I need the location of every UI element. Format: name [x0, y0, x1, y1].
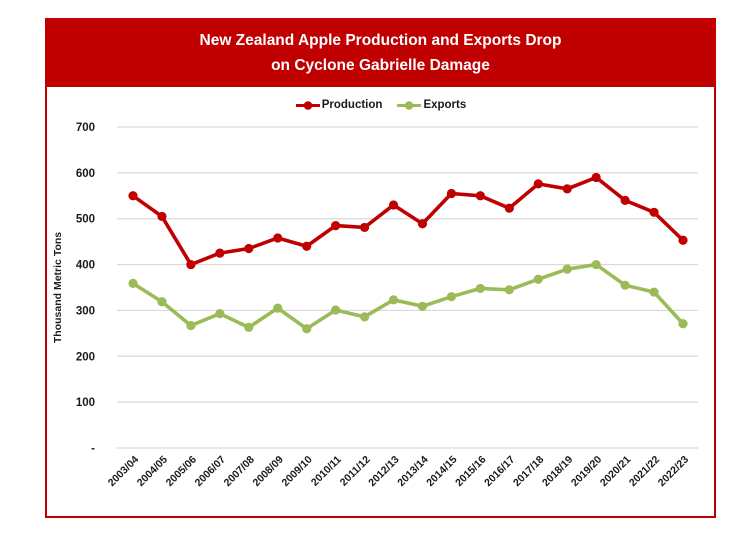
y-axis-tick-label: - [91, 443, 95, 455]
exports-data-point [186, 320, 196, 331]
chart-title-line2: on Cyclone Gabrielle Damage [271, 56, 490, 74]
exports-data-point [244, 322, 254, 332]
exports-data-point [504, 285, 514, 295]
x-axis-tick-label: 2010/11 [309, 454, 344, 489]
production-data-point [128, 191, 138, 201]
y-axis-tick-label: 500 [76, 214, 95, 226]
x-axis-tick-label: 2016/17 [482, 454, 517, 489]
x-axis-tick-label: 2006/07 [193, 454, 228, 489]
x-axis-tick-label: 2003/04 [106, 454, 141, 489]
legend-item-production: Production [295, 99, 383, 111]
x-axis-tick-label: 2007/08 [222, 454, 257, 489]
y-axis-tick-label: 600 [76, 168, 95, 180]
exports-data-point [331, 305, 341, 315]
production-legend-marker-icon [295, 100, 320, 110]
y-axis-title: Thousand Metric Tons [52, 232, 64, 343]
x-axis-tick-label: 2020/21 [598, 454, 633, 489]
y-axis-tick-label: 100 [76, 397, 95, 409]
x-axis-tick-label: 2022/23 [656, 454, 691, 489]
x-axis-tick-label: 2011/12 [338, 454, 373, 489]
exports-data-point [388, 295, 399, 305]
x-axis-tick-label: 2012/13 [366, 454, 401, 489]
x-axis-tick-label: 2019/20 [569, 454, 604, 489]
production-data-point [475, 191, 485, 201]
exports-data-point [215, 309, 225, 319]
exports-data-point [562, 264, 572, 274]
exports-data-point [533, 274, 543, 284]
exports-data-point [302, 324, 312, 334]
production-data-point [215, 248, 225, 258]
x-axis-tick-label: 2008/09 [251, 454, 286, 489]
exports-data-point [359, 312, 370, 322]
legend: Production Exports [47, 91, 714, 119]
y-axis-tick-label: 200 [76, 351, 95, 363]
line-chart: - 100 200 300 400 500 600 700 Thousand Metric To… [52, 122, 698, 489]
production-data-point [504, 203, 514, 213]
production-data-point [273, 233, 283, 243]
legend-item-label: Exports [423, 99, 467, 111]
production-data-point [417, 219, 428, 229]
production-data-point [302, 241, 312, 251]
production-data-point [533, 179, 543, 189]
production-line [131, 175, 685, 267]
exports-data-point [157, 297, 167, 307]
production-data-point [244, 243, 254, 254]
production-data-point [157, 211, 167, 222]
legend-item-exports: Exports [396, 99, 466, 111]
y-axis-tick-label: 700 [76, 122, 95, 134]
production-data-point [591, 172, 601, 183]
exports-data-point [446, 292, 457, 302]
x-axis-tick-label: 2009/10 [279, 454, 314, 489]
exports-data-point [273, 303, 283, 313]
x-axis-tick-label: 2005/06 [164, 454, 199, 489]
chart-title-line1: New Zealand Apple Production and Exports… [199, 32, 562, 50]
exports-legend-marker-icon [397, 100, 422, 110]
y-axis-tick-label: 400 [76, 260, 95, 272]
x-axis-tick-label: 2018/19 [540, 454, 575, 489]
exports-data-point [591, 259, 601, 270]
exports-data-point [128, 278, 138, 288]
production-data-point [359, 222, 370, 233]
x-axis-tick-label: 2017/18 [511, 454, 546, 489]
exports-data-point [620, 280, 630, 290]
production-data-point [649, 207, 659, 217]
legend-item-label: Production [321, 99, 383, 111]
production-data-point [562, 184, 572, 194]
exports-data-point [649, 287, 659, 297]
production-data-point [446, 188, 457, 199]
x-axis-tick-label: 2021/22 [627, 454, 662, 489]
production-data-point [620, 195, 630, 205]
y-axis-tick-label: 300 [76, 305, 95, 317]
production-data-point [186, 259, 196, 270]
exports-line [131, 262, 685, 331]
production-data-point [678, 235, 688, 245]
x-axis-tick-label: 2004/05 [135, 454, 170, 489]
exports-data-point [678, 319, 688, 329]
x-axis-tick-label: 2014/15 [424, 454, 459, 489]
exports-data-point [417, 301, 428, 311]
production-data-point [331, 220, 341, 231]
chart-frame: New Zealand Apple Production and Exports… [45, 18, 716, 518]
x-axis-tick-label: 2015/16 [453, 454, 488, 489]
x-axis-tick-label: 2013/14 [395, 454, 430, 489]
exports-data-point [475, 283, 485, 294]
title-banner: New Zealand Apple Production and Exports… [47, 20, 714, 87]
production-data-point [388, 200, 399, 210]
